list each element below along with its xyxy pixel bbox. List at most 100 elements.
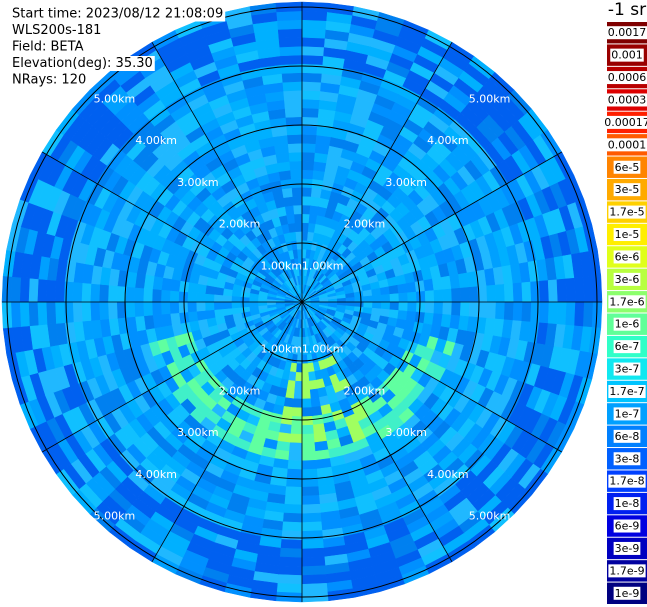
field-cell bbox=[389, 301, 400, 311]
field-cell bbox=[301, 380, 310, 391]
field-cell bbox=[301, 160, 315, 171]
field-cell bbox=[284, 486, 303, 497]
colorbar-label-bg bbox=[610, 48, 644, 62]
field-cell bbox=[301, 328, 306, 338]
field-cell bbox=[286, 125, 303, 136]
field-cell bbox=[301, 142, 317, 153]
field-cell bbox=[301, 521, 323, 532]
colorbar-label: 1.7e-5 bbox=[609, 206, 644, 219]
range-label: 1.00km bbox=[302, 343, 344, 356]
field-cell bbox=[187, 310, 199, 323]
colorbar-label: 1e-7 bbox=[615, 407, 640, 420]
field-cell bbox=[284, 98, 303, 109]
field-cell bbox=[423, 312, 435, 326]
field-cell bbox=[89, 301, 101, 321]
colorbar-label: 1e-8 bbox=[615, 497, 640, 510]
field-cell bbox=[289, 231, 297, 242]
field-cell bbox=[468, 301, 479, 318]
field-cell bbox=[187, 301, 197, 313]
colorbar-label: 3e-8 bbox=[615, 452, 640, 465]
field-cell bbox=[107, 284, 118, 303]
field-cell bbox=[301, 28, 327, 39]
field-cell bbox=[280, 63, 303, 74]
field-cell bbox=[277, 574, 303, 585]
field-cell bbox=[134, 301, 145, 317]
field-cell bbox=[187, 281, 199, 294]
field-cell bbox=[301, 125, 318, 136]
field-cell bbox=[565, 277, 576, 303]
field-cell bbox=[312, 423, 326, 435]
colorbar-label-bg bbox=[606, 71, 647, 85]
field-cell bbox=[278, 556, 303, 567]
field-cell bbox=[414, 280, 426, 293]
field-cell bbox=[301, 389, 311, 400]
colorbar-label: 1.7e-8 bbox=[609, 475, 644, 488]
field-cell bbox=[290, 169, 303, 180]
field-cell bbox=[301, 54, 324, 65]
field-cell bbox=[301, 213, 310, 224]
field-cell bbox=[284, 205, 295, 216]
field-cell bbox=[290, 424, 303, 435]
field-cell bbox=[354, 296, 365, 303]
colorbar-label-bg bbox=[613, 452, 641, 466]
colorbar-label: 1.7e-6 bbox=[609, 295, 644, 308]
field-cell bbox=[222, 301, 232, 310]
field-cell bbox=[160, 301, 171, 315]
field-cell bbox=[289, 433, 303, 444]
range-label: 4.00km bbox=[427, 468, 469, 481]
field-cell bbox=[574, 277, 585, 303]
field-cell bbox=[405, 310, 417, 323]
field-cell bbox=[380, 301, 391, 310]
field-cell bbox=[362, 289, 373, 297]
field-cell bbox=[178, 301, 188, 314]
field-cell bbox=[530, 280, 541, 303]
colorbar-label: 0.0001 bbox=[608, 138, 647, 151]
field-cell bbox=[416, 301, 426, 314]
field-cell bbox=[213, 301, 224, 310]
field-cell bbox=[451, 301, 462, 317]
field-cell bbox=[286, 213, 296, 225]
field-cell bbox=[424, 301, 435, 314]
colorbar-label: 1e-6 bbox=[615, 318, 640, 331]
field-cell bbox=[301, 63, 324, 74]
field-cell bbox=[301, 486, 320, 497]
info-line: Field: BETA bbox=[12, 40, 84, 55]
field-cell bbox=[287, 134, 303, 145]
field-cell bbox=[301, 583, 328, 594]
colorbar-label: 3e-9 bbox=[615, 542, 640, 555]
field-cell bbox=[283, 503, 303, 515]
field-cell bbox=[282, 512, 303, 523]
colorbar-label: 0.0017 bbox=[608, 26, 647, 39]
colorbar-label: 1e-9 bbox=[615, 587, 640, 600]
field-cell bbox=[389, 293, 400, 303]
colorbar-label: 0.001 bbox=[611, 49, 643, 62]
field-cell bbox=[310, 405, 323, 417]
field-cell bbox=[307, 362, 315, 373]
range-label: 3.00km bbox=[177, 176, 219, 189]
field-cell bbox=[424, 290, 435, 303]
colorbar-label: 1.7e-7 bbox=[609, 385, 644, 398]
colorbar-label: 6e-8 bbox=[615, 430, 640, 443]
field-cell bbox=[286, 468, 303, 479]
field-cell bbox=[398, 301, 409, 312]
field-cell bbox=[294, 222, 303, 232]
field-cell bbox=[521, 281, 532, 303]
field-cell bbox=[169, 290, 180, 303]
field-cell bbox=[301, 134, 317, 145]
field-cell bbox=[291, 407, 303, 417]
field-cell bbox=[278, 169, 292, 181]
info-bg bbox=[10, 72, 89, 88]
field-cell bbox=[521, 301, 532, 323]
field-cell bbox=[169, 301, 180, 314]
colorbar-label-bg bbox=[613, 250, 641, 264]
colorbar-label-bg bbox=[603, 115, 647, 129]
field-cell bbox=[486, 301, 497, 320]
field-cell bbox=[301, 195, 312, 206]
field-cell bbox=[556, 278, 567, 303]
field-cell bbox=[248, 301, 259, 307]
field-cell bbox=[503, 301, 515, 321]
field-cell bbox=[222, 307, 233, 317]
info-line: Elevation(deg): 35.30 bbox=[12, 56, 153, 71]
field-cell bbox=[301, 424, 314, 435]
field-cell bbox=[283, 196, 294, 207]
